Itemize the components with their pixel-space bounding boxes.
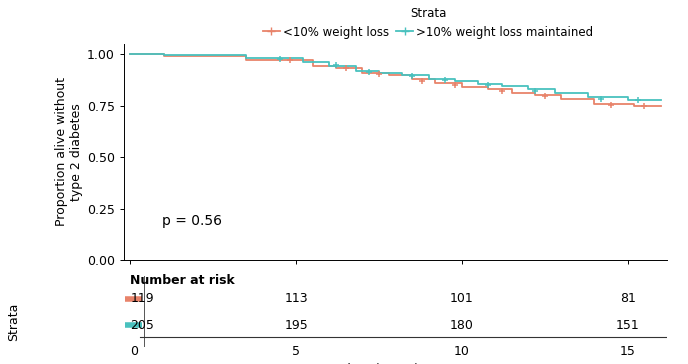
Text: Strata: Strata bbox=[8, 303, 20, 341]
Point bbox=[483, 82, 494, 88]
Y-axis label: Proportion alive without
type 2 diabetes: Proportion alive without type 2 diabetes bbox=[54, 78, 83, 226]
Point bbox=[539, 94, 550, 99]
Text: 180: 180 bbox=[450, 318, 474, 332]
Text: 0: 0 bbox=[131, 345, 138, 358]
Text: 119: 119 bbox=[131, 292, 154, 305]
Text: Time (years): Time (years) bbox=[340, 363, 418, 364]
Point bbox=[450, 82, 461, 88]
Text: 81: 81 bbox=[620, 292, 636, 305]
Point bbox=[363, 69, 374, 75]
Text: 151: 151 bbox=[616, 318, 639, 332]
Legend: <10% weight loss, >10% weight loss maintained: <10% weight loss, >10% weight loss maint… bbox=[258, 2, 598, 43]
Point bbox=[440, 77, 451, 83]
Point bbox=[374, 71, 385, 76]
Text: 15: 15 bbox=[620, 345, 636, 358]
Point bbox=[632, 98, 643, 103]
Point bbox=[529, 88, 540, 94]
Text: 195: 195 bbox=[284, 318, 308, 332]
Text: 113: 113 bbox=[284, 292, 308, 305]
Text: p = 0.56: p = 0.56 bbox=[162, 214, 222, 228]
Point bbox=[274, 56, 285, 62]
Point bbox=[417, 78, 428, 84]
Point bbox=[330, 63, 341, 68]
Point bbox=[596, 96, 607, 102]
Text: 101: 101 bbox=[450, 292, 474, 305]
Text: Number at risk: Number at risk bbox=[131, 274, 235, 287]
Point bbox=[496, 88, 507, 94]
Point bbox=[638, 103, 649, 108]
Point bbox=[341, 66, 352, 71]
Text: 5: 5 bbox=[292, 345, 300, 358]
Point bbox=[407, 73, 418, 79]
Text: 10: 10 bbox=[454, 345, 470, 358]
Text: 205: 205 bbox=[131, 318, 154, 332]
Point bbox=[284, 57, 295, 63]
Point bbox=[605, 102, 616, 107]
